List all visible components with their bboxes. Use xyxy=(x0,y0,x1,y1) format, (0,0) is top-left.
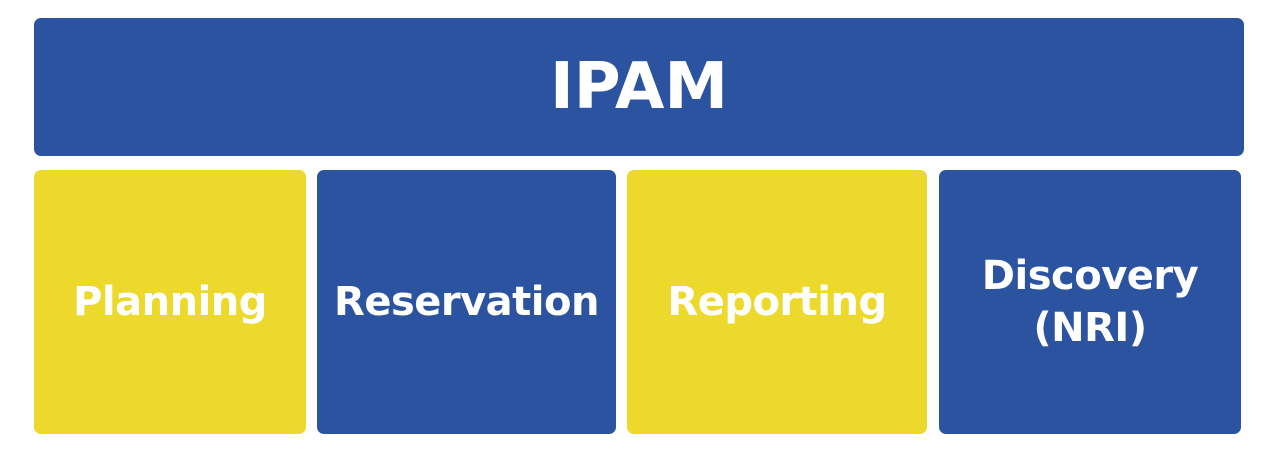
reporting-label: Reporting xyxy=(667,279,887,325)
planning-block: Planning xyxy=(34,170,306,434)
ipam-title: IPAM xyxy=(549,50,729,124)
planning-label: Planning xyxy=(73,279,267,325)
discovery-block: Discovery (NRI) xyxy=(939,170,1241,434)
reporting-block: Reporting xyxy=(627,170,927,434)
discovery-nri-label: (NRI) xyxy=(1033,305,1147,351)
reservation-block: Reservation xyxy=(317,170,616,434)
ipam-header-block: IPAM xyxy=(34,18,1244,156)
discovery-label: Discovery xyxy=(981,253,1199,299)
reservation-label: Reservation xyxy=(334,279,599,325)
